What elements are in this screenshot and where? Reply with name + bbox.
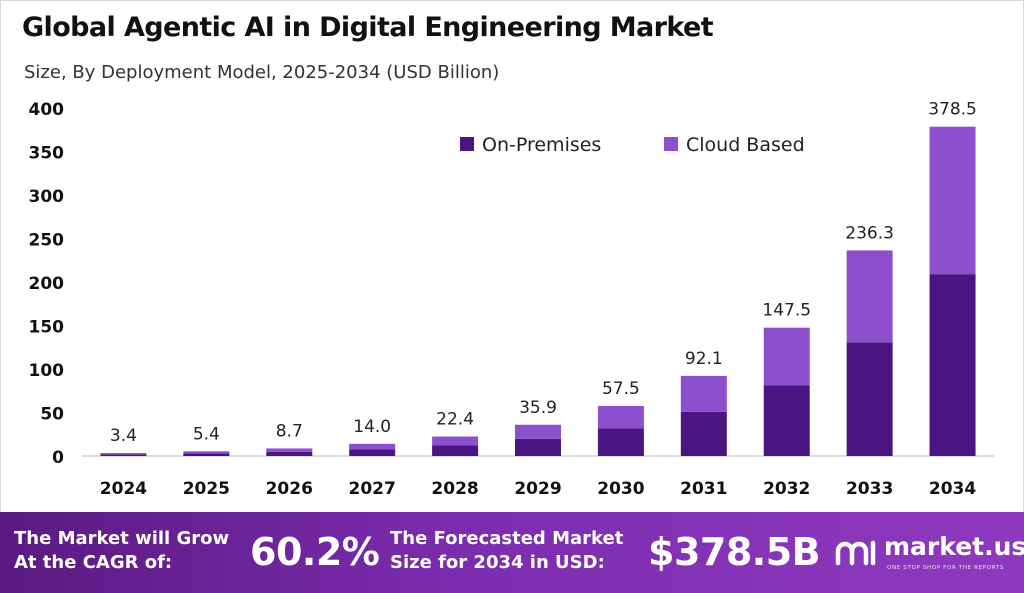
x-tick-label-2033: 2033 (846, 479, 893, 499)
x-tick-label-2032: 2032 (763, 479, 810, 499)
y-tick-label: 200 (29, 274, 65, 294)
bar-on-premises-2030 (597, 428, 644, 456)
total-label-2026: 8.7 (276, 421, 303, 441)
forecast-label-line2: Size for 2034 in USD: (390, 552, 605, 573)
bar-on-premises-2026 (266, 451, 313, 456)
y-tick-label: 100 (29, 361, 65, 381)
y-tick-label: 0 (52, 448, 64, 468)
cagr-value: 60.2% (250, 530, 380, 574)
chart-subtitle: Size, By Deployment Model, 2025-2034 (US… (24, 62, 500, 83)
x-tick-label-2027: 2027 (349, 479, 396, 499)
brand-name: market.us (884, 532, 1024, 561)
bar-cloud-based-2025 (183, 451, 230, 454)
y-tick-label: 50 (40, 405, 64, 425)
total-label-2027: 14.0 (353, 417, 391, 437)
bar-on-premises-2025 (183, 453, 230, 456)
forecast-label: The Forecasted Market Size for 2034 in U… (390, 527, 623, 575)
bar-cloud-based-2029 (515, 424, 561, 439)
total-label-2034: 378.5 (928, 100, 977, 120)
x-tick-label-2026: 2026 (266, 479, 313, 499)
x-tick-label-2030: 2030 (597, 479, 644, 499)
bar-on-premises-2032 (763, 385, 810, 456)
bar-cloud-based-2030 (597, 405, 644, 429)
legend-label-cloud-based: Cloud Based (686, 134, 805, 156)
forecast-label-line1: The Forecasted Market (390, 528, 624, 549)
legend-label-on-premises: On-Premises (482, 134, 601, 156)
bar-on-premises-2033 (846, 342, 893, 456)
bar-on-premises-2028 (432, 445, 479, 456)
y-tick-label: 250 (29, 231, 65, 251)
y-tick-label: 150 (29, 318, 65, 338)
x-tick-label-2034: 2034 (929, 479, 976, 499)
legend-swatch-cloud-based (664, 137, 678, 151)
bar-cloud-based-2024 (100, 453, 147, 455)
cagr-label-line1: The Market will Grow (14, 528, 230, 549)
bar-on-premises-2024 (100, 454, 147, 456)
bar-cloud-based-2026 (266, 448, 313, 452)
total-label-2030: 57.5 (602, 379, 640, 399)
total-label-2024: 3.4 (110, 426, 137, 446)
x-tick-label-2024: 2024 (100, 479, 147, 499)
bar-cloud-based-2031 (680, 375, 727, 412)
x-tick-label-2025: 2025 (183, 479, 230, 499)
bar-on-premises-2027 (349, 449, 396, 456)
bar-on-premises-2029 (515, 438, 561, 456)
forecast-value: $378.5B (648, 530, 821, 574)
total-label-2031: 92.1 (685, 349, 723, 369)
y-tick-label: 300 (29, 187, 65, 207)
bar-cloud-based-2032 (763, 327, 810, 386)
x-tick-label-2029: 2029 (514, 479, 561, 499)
bar-on-premises-2034 (929, 274, 976, 456)
y-tick-label: 350 (29, 144, 65, 164)
bar-cloud-based-2027 (349, 443, 396, 450)
bar-cloud-based-2034 (929, 126, 976, 275)
bar-cloud-based-2033 (846, 250, 893, 343)
total-label-2025: 5.4 (193, 424, 220, 444)
stacked-bar-chart: 0 50 100 150 200 250 300 350 400 3.4 2024 5.4 2025 8.… (29, 100, 994, 499)
total-label-2028: 22.4 (436, 410, 474, 430)
x-tick-label-2031: 2031 (680, 479, 727, 499)
y-tick-label: 400 (29, 100, 65, 120)
brand-tagline: ONE STOP SHOP FOR THE REPORTS (887, 565, 1004, 571)
bar-on-premises-2031 (680, 411, 727, 456)
bar-cloud-based-2028 (432, 436, 479, 446)
total-label-2032: 147.5 (762, 301, 811, 321)
chart-title: Global Agentic AI in Digital Engineering… (22, 12, 714, 43)
cagr-label-line2: At the CAGR of: (14, 552, 173, 573)
legend-swatch-on-premises (460, 137, 474, 151)
total-label-2029: 35.9 (519, 398, 557, 418)
cagr-label: The Market will Grow At the CAGR of: (14, 527, 229, 575)
total-label-2033: 236.3 (845, 223, 894, 243)
x-tick-label-2028: 2028 (431, 479, 478, 499)
market-us-logo-icon (835, 540, 876, 566)
